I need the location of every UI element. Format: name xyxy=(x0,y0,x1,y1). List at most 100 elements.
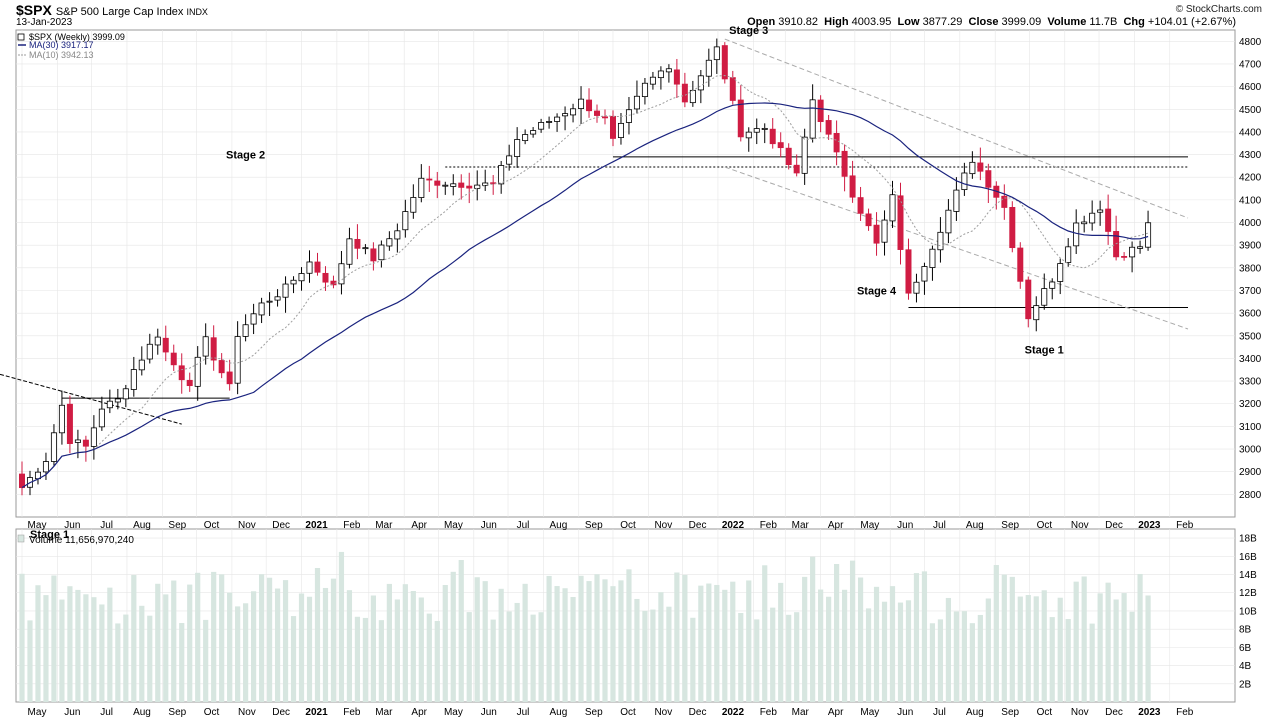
month-label: Feb xyxy=(343,520,361,531)
candle-body xyxy=(250,313,257,325)
month-label: Jul xyxy=(100,707,113,718)
price-tick-label: 3000 xyxy=(1239,445,1262,456)
price-tick-label: 2900 xyxy=(1239,467,1262,478)
volume-bar xyxy=(857,577,864,702)
volume-bar xyxy=(346,590,353,702)
candle-body xyxy=(546,121,553,123)
candle-body xyxy=(290,279,297,285)
volume-bar xyxy=(945,597,952,702)
candle-body xyxy=(801,136,808,174)
candle-body xyxy=(1017,247,1024,282)
month-label: Nov xyxy=(654,520,672,531)
volume-bar xyxy=(51,575,57,702)
price-tick-label: 3400 xyxy=(1239,354,1262,365)
brand-watermark[interactable]: © StockCharts.com xyxy=(1175,4,1262,15)
month-label: Jun xyxy=(481,520,497,531)
volume-bar xyxy=(913,573,920,702)
month-label: Apr xyxy=(411,707,427,718)
candle-body xyxy=(274,296,281,301)
month-label: Sep xyxy=(168,520,186,531)
candle-body xyxy=(737,99,744,138)
index-name: S&P 500 Large Cap Index xyxy=(55,6,184,18)
candle-body xyxy=(434,180,441,186)
month-label: Aug xyxy=(133,707,151,718)
candle-body xyxy=(1009,207,1016,249)
volume-bar xyxy=(43,595,49,702)
volume-bar xyxy=(1017,596,1023,702)
candle-body xyxy=(1137,246,1144,249)
volume-bar xyxy=(666,606,672,702)
candle-body xyxy=(761,127,768,130)
month-label: Dec xyxy=(272,707,290,718)
candle-body xyxy=(641,82,648,98)
chart-legend: $SPX (Weekly) 3999.09 MA(30) 3917.17 MA(… xyxy=(17,32,134,546)
volume-bar xyxy=(642,610,648,702)
candle-body xyxy=(617,122,624,138)
volume-bar xyxy=(83,594,89,702)
candle-body xyxy=(146,343,153,360)
candle-body xyxy=(178,365,185,381)
volume-bar xyxy=(1081,576,1087,702)
volume-bar xyxy=(977,614,983,702)
candle-body xyxy=(697,75,704,91)
candle-body xyxy=(554,116,561,122)
candle-body xyxy=(729,77,736,101)
candle-body xyxy=(673,69,680,85)
volume-bar xyxy=(746,580,752,702)
volume-bar xyxy=(889,586,896,702)
volume-bar xyxy=(258,574,265,702)
ticker-symbol: $SPX xyxy=(16,2,52,18)
price-tick-label: 4200 xyxy=(1239,173,1262,184)
volume-bar xyxy=(985,598,991,702)
volume-bar xyxy=(834,564,840,702)
month-label: Oct xyxy=(1037,707,1053,718)
volume-bar xyxy=(778,582,784,702)
candle-body xyxy=(1065,246,1072,263)
volume-bar xyxy=(921,571,928,702)
volume-bar xyxy=(147,615,153,702)
volume-bar xyxy=(690,617,696,702)
volume-bar xyxy=(171,580,177,702)
volume-bar xyxy=(402,584,408,702)
volume-bar xyxy=(107,587,113,702)
volume-bar xyxy=(458,560,464,702)
candle-body xyxy=(849,175,856,198)
candle-body xyxy=(689,89,696,104)
candle-body xyxy=(58,404,65,434)
candle-body xyxy=(625,109,632,123)
candle-body xyxy=(817,99,824,123)
candle-body xyxy=(114,398,121,403)
candle-body xyxy=(809,99,816,139)
volume-bar xyxy=(794,612,800,702)
candle-body xyxy=(562,113,569,117)
stage-annotations: Stage 1 Stage 2 Stage 3 Stage 4 Stage 1 xyxy=(30,25,1064,541)
candle-body xyxy=(705,59,712,77)
volume-tick-label: 10B xyxy=(1239,606,1257,617)
candle-body xyxy=(769,128,776,145)
volume-bar xyxy=(818,589,824,702)
candle-body xyxy=(218,360,225,374)
candle-body xyxy=(306,261,313,274)
chart-date: 13-Jan-2023 xyxy=(16,17,73,28)
candle-body xyxy=(1145,222,1152,248)
volume-bar xyxy=(99,604,105,702)
candle-body xyxy=(378,244,385,261)
price-tick-label: 4100 xyxy=(1239,195,1262,206)
month-label: Jun xyxy=(897,520,913,531)
volume-bar xyxy=(594,574,600,702)
price-panel-frame xyxy=(15,29,1236,518)
candle-body xyxy=(386,238,393,247)
volume-bar xyxy=(881,601,888,702)
stage-label: Stage 3 xyxy=(729,25,768,37)
candle-body xyxy=(450,183,457,187)
volume-bar xyxy=(418,597,424,702)
volume-bar xyxy=(1129,611,1135,702)
candle-body xyxy=(154,336,161,346)
volume-bar xyxy=(841,589,848,702)
price-tick-label: 4700 xyxy=(1239,59,1262,70)
volume-bar xyxy=(937,619,944,702)
month-label: May xyxy=(28,707,47,718)
month-label: Mar xyxy=(375,520,393,531)
candle-body xyxy=(649,76,656,85)
